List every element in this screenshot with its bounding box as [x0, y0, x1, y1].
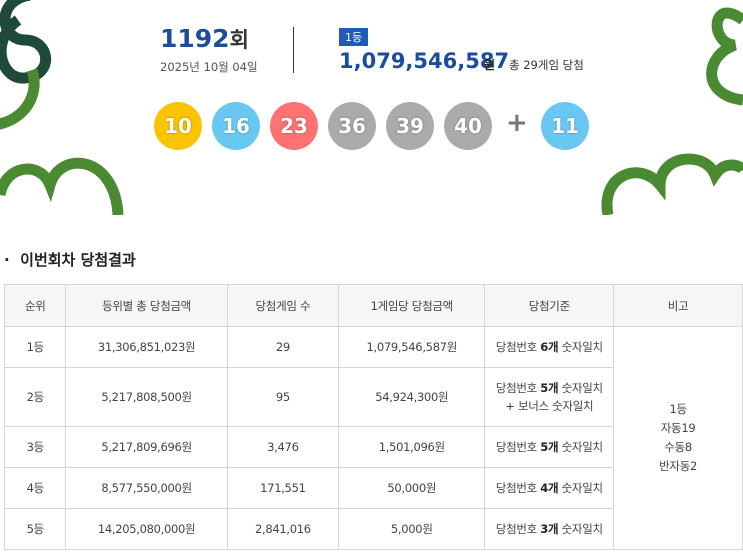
deco-arc — [601, 153, 743, 215]
cell-per-game: 50,000원 — [338, 467, 486, 509]
ball: 23 — [270, 102, 318, 150]
cell-rank: 5등 — [3, 508, 67, 550]
criteria-count: 3개 — [540, 522, 559, 536]
bonus-ball: 11 — [541, 102, 589, 150]
criteria-pre: 당첨번호 — [495, 440, 537, 454]
note-line: 수동8 — [664, 440, 692, 454]
criteria-count: 4개 — [540, 481, 559, 495]
ball: 16 — [212, 102, 260, 150]
plus: + — [506, 108, 528, 138]
column-header: 순위 — [3, 284, 67, 327]
round-suffix: 회 — [229, 28, 249, 52]
first-prize: 1,079,546,587 — [339, 49, 510, 73]
cell-per-game: 54,924,300원 — [338, 367, 486, 427]
deco-loop — [0, 0, 52, 84]
table-row: 5등 14,205,080,000원 2,841,016 5,000원 당첨번호 3개 … — [3, 508, 743, 550]
table-row: 3등 5,217,809,696원 3,476 1,501,096원 당첨번호 5개 숫… — [3, 426, 743, 468]
draw-date: 2025년 10월 04일 — [160, 60, 258, 74]
round-number: 1192 — [160, 24, 230, 53]
winner-count: 총 29게임 당첨 — [509, 58, 584, 72]
column-header: 1게임당 당첨금액 — [338, 284, 486, 327]
table-row: 4등 8,577,550,000원 171,551 50,000원 당첨번호 4개 숫자… — [3, 467, 743, 509]
ball: 10 — [154, 102, 202, 150]
title: 이번회차 당첨결과 — [20, 251, 136, 269]
cell-total: 8,577,550,000원 — [65, 467, 228, 509]
cell-total: 14,205,080,000원 — [65, 508, 228, 550]
rank-badge: 1등 — [339, 28, 369, 46]
table-row: 2등 5,217,808,500원 95 54,924,300원 당첨번호 5개 숫자일… — [3, 367, 743, 427]
divider — [293, 27, 294, 73]
prize-unit: 원 — [484, 58, 496, 72]
criteria-pre: 당첨번호 — [495, 481, 537, 495]
cell-criteria: 당첨번호 6개 숫자일치 — [484, 326, 615, 368]
criteria-post: 숫자일치 — [561, 481, 603, 495]
cell-per-game: 1,079,546,587원 — [338, 326, 486, 368]
column-header: 당첨게임 수 — [226, 284, 340, 327]
cell-total: 5,217,809,696원 — [65, 426, 228, 468]
criteria-count: 6개 — [540, 340, 559, 354]
cell-criteria: 당첨번호 3개 숫자일치 — [484, 508, 615, 550]
criteria-extra: + 보너스 숫자일치 — [505, 399, 594, 413]
cell-games: 95 — [226, 367, 340, 427]
criteria-count: 5개 — [540, 381, 559, 395]
cell-games: 29 — [226, 326, 340, 368]
column-header: 등위별 총 당첨금액 — [65, 284, 228, 327]
criteria-pre: 당첨번호 — [495, 340, 537, 354]
cell-criteria: 당첨번호 5개 숫자일치 — [484, 426, 615, 468]
cell-total: 5,217,808,500원 — [65, 367, 228, 427]
cell-games: 171,551 — [226, 467, 340, 509]
table-row: 1등 31,306,851,023원 29 1,079,546,587원 당첨번호 6개… — [3, 326, 743, 550]
cell-total: 31,306,851,023원 — [65, 326, 228, 368]
ball: 40 — [444, 102, 492, 150]
column-header: 당첨기준 — [484, 284, 615, 327]
cell-rank: 4등 — [3, 467, 67, 509]
criteria-count: 5개 — [540, 440, 559, 454]
column-header: 비고 — [613, 284, 743, 327]
criteria-post: 숫자일치 — [561, 440, 603, 454]
bullet: · — [4, 251, 10, 269]
cell-rank: 3등 — [3, 426, 67, 468]
cell-criteria: 당첨번호 4개 숫자일치 — [484, 467, 615, 509]
deco-arc — [706, 7, 743, 106]
cell-per-game: 5,000원 — [338, 508, 486, 550]
note-line: 1등 — [669, 402, 687, 416]
deco-arc — [0, 157, 124, 215]
note-line: 자동19 — [660, 421, 696, 435]
header-row: 순위 등위별 총 당첨금액 당첨게임 수 1게임당 당첨금액 당첨기준 비고 — [3, 284, 743, 327]
cell-rank: 2등 — [3, 367, 67, 427]
criteria-post: 숫자일치 — [561, 522, 603, 536]
deco-arc — [0, 68, 40, 130]
cell-rank: 1등 — [3, 326, 67, 368]
criteria-pre: 당첨번호 — [495, 381, 537, 395]
ball: 39 — [386, 102, 434, 150]
criteria-post: 숫자일치 — [561, 340, 603, 354]
table-body: 1등 31,306,851,023원 29 1,079,546,587원 당첨번호 6개… — [3, 326, 743, 550]
cell-games: 2,841,016 — [226, 508, 340, 550]
cell-per-game: 1,501,096원 — [338, 426, 486, 468]
criteria-post: 숫자일치 — [561, 381, 603, 395]
cell-criteria: 당첨번호 5개 숫자일치 + 보너스 숫자일치 — [484, 367, 615, 427]
result-table: 순위 등위별 총 당첨금액 당첨게임 수 1게임당 당첨금액 당첨기준 비고 1등 31,3… — [3, 284, 743, 550]
cell-games: 3,476 — [226, 426, 340, 468]
ball: 36 — [328, 102, 376, 150]
section-title: · 이번회차 당첨결과 — [4, 249, 136, 270]
note-line: 반자동2 — [659, 459, 698, 473]
criteria-pre: 당첨번호 — [495, 522, 537, 536]
round: 1192회 — [160, 24, 249, 54]
decoration — [0, 0, 743, 215]
